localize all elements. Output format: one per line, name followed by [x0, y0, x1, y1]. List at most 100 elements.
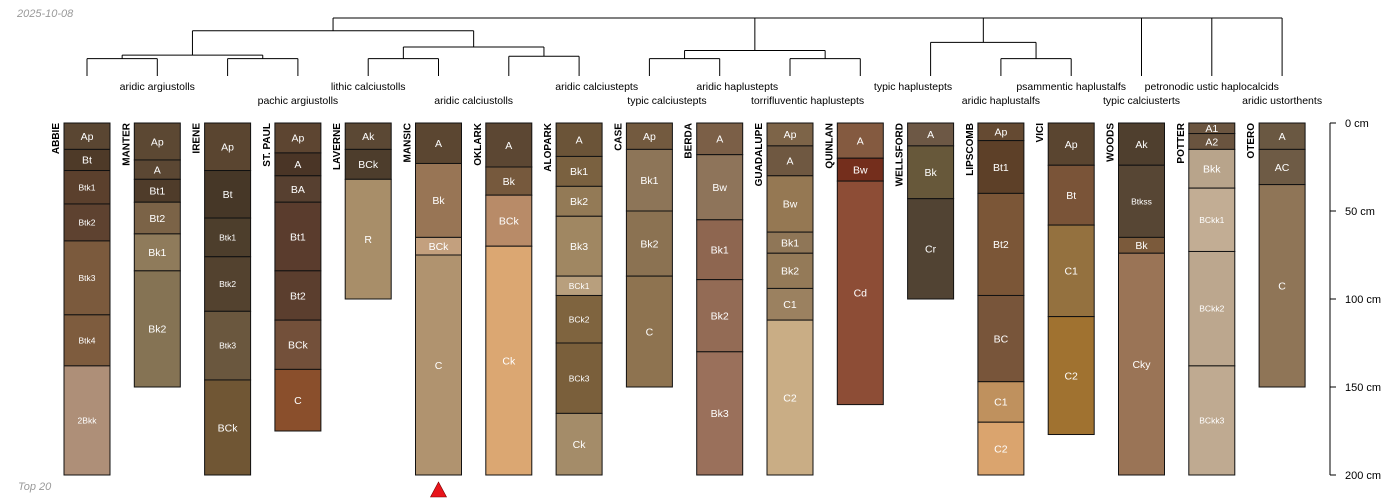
- horizon-berda-bw[interactable]: [696, 154, 744, 221]
- horizon-abbie-ap[interactable]: [63, 122, 111, 150]
- horizon-mansic-bk[interactable]: [415, 162, 462, 238]
- horizon-alopark-ck[interactable]: [555, 412, 603, 476]
- dendrogram-link: [367, 58, 439, 76]
- dendrogram-link: [684, 49, 826, 59]
- horizon-berda-bk3[interactable]: [696, 351, 744, 476]
- profile-oklark[interactable]: A Bk BCk Ck OKLARK: [473, 122, 533, 476]
- horizon-guadalupe-c2[interactable]: [766, 319, 814, 476]
- horizon-laverne-ak[interactable]: [344, 122, 392, 150]
- horizon-irene-btk3[interactable]: [204, 310, 252, 381]
- profile-case[interactable]: Ap Bk1 Bk2 C CASE: [613, 122, 673, 388]
- profile-irene[interactable]: Ap Bt Btk1 Btk2 Btk3 BCk IRENE: [192, 122, 252, 476]
- horizon-laverne-bck[interactable]: [344, 148, 392, 180]
- horizon-label: Ak: [1135, 139, 1148, 151]
- dendrogram-link: [1000, 58, 1072, 76]
- taxon-label-pachic-argiustolls: pachic argiustolls: [258, 95, 339, 107]
- horizon-laverne-r[interactable]: [344, 178, 392, 300]
- horizon-label: Bt2: [993, 239, 1009, 251]
- profile-name: VICI: [1035, 123, 1046, 143]
- profile-st-paul[interactable]: Ap A BA Bt1 Bt2 BCk C ST. PAUL: [262, 122, 322, 432]
- horizon-abbie-btk1[interactable]: [63, 170, 111, 205]
- horizon-otero-ac[interactable]: [1258, 148, 1306, 186]
- horizon-guadalupe-bw[interactable]: [766, 175, 814, 233]
- horizon-irene-btk1[interactable]: [204, 217, 252, 258]
- horizon-otero-c[interactable]: [1258, 184, 1306, 388]
- horizon-manter-bt2[interactable]: [133, 201, 181, 235]
- profile-abbie[interactable]: Ap Bt Btk1 Btk2 Btk3 Btk4 2Bkk ABBIE: [51, 122, 111, 476]
- horizon-lipscomb-c2[interactable]: [977, 421, 1025, 476]
- horizon-vici-bt[interactable]: [1047, 164, 1095, 226]
- horizon-abbie-btk4[interactable]: [63, 314, 111, 367]
- horizon-lipscomb-bt1[interactable]: [977, 140, 1025, 194]
- horizon-abbie-2bkk[interactable]: [63, 365, 111, 476]
- horizon-st-paul-bck[interactable]: [274, 319, 322, 370]
- horizon-case-ap[interactable]: [625, 122, 673, 150]
- horizon-case-bk2[interactable]: [625, 210, 673, 277]
- horizon-label: Bt1: [149, 186, 165, 198]
- horizon-irene-bck[interactable]: [204, 379, 252, 476]
- horizon-mansic-c[interactable]: [415, 254, 462, 476]
- horizon-otero-a[interactable]: [1258, 122, 1306, 150]
- horizon-vici-c2[interactable]: [1047, 316, 1095, 436]
- horizon-guadalupe-a[interactable]: [766, 145, 814, 177]
- horizon-label: A: [576, 135, 583, 147]
- horizon-label: Btk1: [219, 232, 236, 242]
- horizon-abbie-btk2[interactable]: [63, 203, 111, 242]
- horizon-abbie-btk3[interactable]: [63, 240, 111, 316]
- profile-manter[interactable]: Ap A Bt1 Bt2 Bk1 Bk2 MANTER: [121, 122, 181, 388]
- horizon-st-paul-ap[interactable]: [274, 122, 322, 154]
- horizon-st-paul-bt1[interactable]: [274, 201, 322, 272]
- horizon-guadalupe-bk2[interactable]: [766, 252, 814, 289]
- horizon-manter-bk1[interactable]: [133, 233, 181, 272]
- horizon-vici-c1[interactable]: [1047, 224, 1095, 318]
- dendrogram-link: [508, 55, 580, 76]
- profile-wellsford[interactable]: A Bk Cr WELLSFORD: [895, 122, 955, 300]
- horizon-irene-ap[interactable]: [204, 122, 252, 172]
- horizon-st-paul-c[interactable]: [274, 368, 322, 432]
- horizon-label: A: [294, 159, 301, 171]
- horizon-alopark-bk3[interactable]: [555, 215, 603, 277]
- horizon-label: Bw: [853, 164, 868, 176]
- profile-alopark[interactable]: A Bk1 Bk2 Bk3 BCk1 BCk2 BCk3 Ck ALOPARK: [543, 122, 603, 476]
- horizon-quinlan-cd[interactable]: [836, 180, 884, 406]
- horizon-case-c[interactable]: [625, 275, 673, 388]
- profile-otero[interactable]: A AC C OTERO: [1246, 122, 1306, 388]
- horizon-label: Bk: [924, 167, 937, 179]
- horizon-manter-bk2[interactable]: [133, 270, 181, 388]
- horizon-label: BCkk1: [1199, 215, 1224, 225]
- profile-vici[interactable]: Ap Bt C1 C2 VICI: [1035, 122, 1095, 436]
- horizon-oklark-ck[interactable]: [485, 245, 533, 476]
- horizon-alopark-bk1[interactable]: [555, 155, 603, 187]
- profile-laverne[interactable]: Ak BCk R LAVERNE: [332, 122, 392, 300]
- horizon-label: Ap: [81, 131, 94, 143]
- horizon-berda-bk2[interactable]: [696, 279, 744, 353]
- horizon-berda-a[interactable]: [696, 122, 744, 156]
- profile-woods[interactable]: Ak Btkss Bk Cky WOODS: [1106, 122, 1165, 476]
- horizon-potter-bkk[interactable]: [1188, 148, 1236, 189]
- horizon-label: Btk4: [78, 335, 95, 345]
- horizon-berda-bk1[interactable]: [696, 219, 744, 281]
- horizon-mansic-a[interactable]: [415, 122, 462, 164]
- horizon-wellsford-cr[interactable]: [907, 198, 955, 300]
- horizon-label: Ap: [994, 127, 1007, 139]
- horizon-woods-cky[interactable]: [1118, 252, 1165, 476]
- horizon-st-paul-bt2[interactable]: [274, 270, 322, 321]
- horizon-label: Bk2: [148, 324, 166, 336]
- profile-guadalupe[interactable]: Ap A Bw Bk1 Bk2 C1 C2 GUADALUPE: [754, 122, 814, 476]
- profile-lipscomb[interactable]: Ap Bt1 Bt2 BC C1 C2 LIPSCOMB: [965, 122, 1025, 476]
- horizon-irene-bt[interactable]: [204, 170, 252, 219]
- depth-axis: 0 cm 50 cm 100 cm 150 cm 200 cm: [1329, 118, 1381, 482]
- profile-mansic[interactable]: A Bk BCk C MANSIC: [403, 122, 462, 498]
- horizon-st-paul-ba[interactable]: [274, 175, 322, 203]
- horizon-irene-btk2[interactable]: [204, 256, 252, 312]
- horizon-label: C: [294, 395, 302, 407]
- horizon-alopark-a[interactable]: [555, 122, 603, 157]
- taxon-label-psammentic-haplustalfs: psammentic haplustalfs: [1016, 81, 1126, 93]
- horizon-alopark-bck3[interactable]: [555, 342, 603, 414]
- horizon-lipscomb-c1[interactable]: [977, 381, 1025, 423]
- profile-berda[interactable]: A Bw Bk1 Bk2 Bk3 BERDA: [684, 122, 744, 476]
- horizon-potter-bckk3[interactable]: [1188, 365, 1236, 476]
- horizon-label: Ap: [643, 131, 656, 143]
- profile-quinlan[interactable]: A Bw Cd QUINLAN: [824, 122, 884, 406]
